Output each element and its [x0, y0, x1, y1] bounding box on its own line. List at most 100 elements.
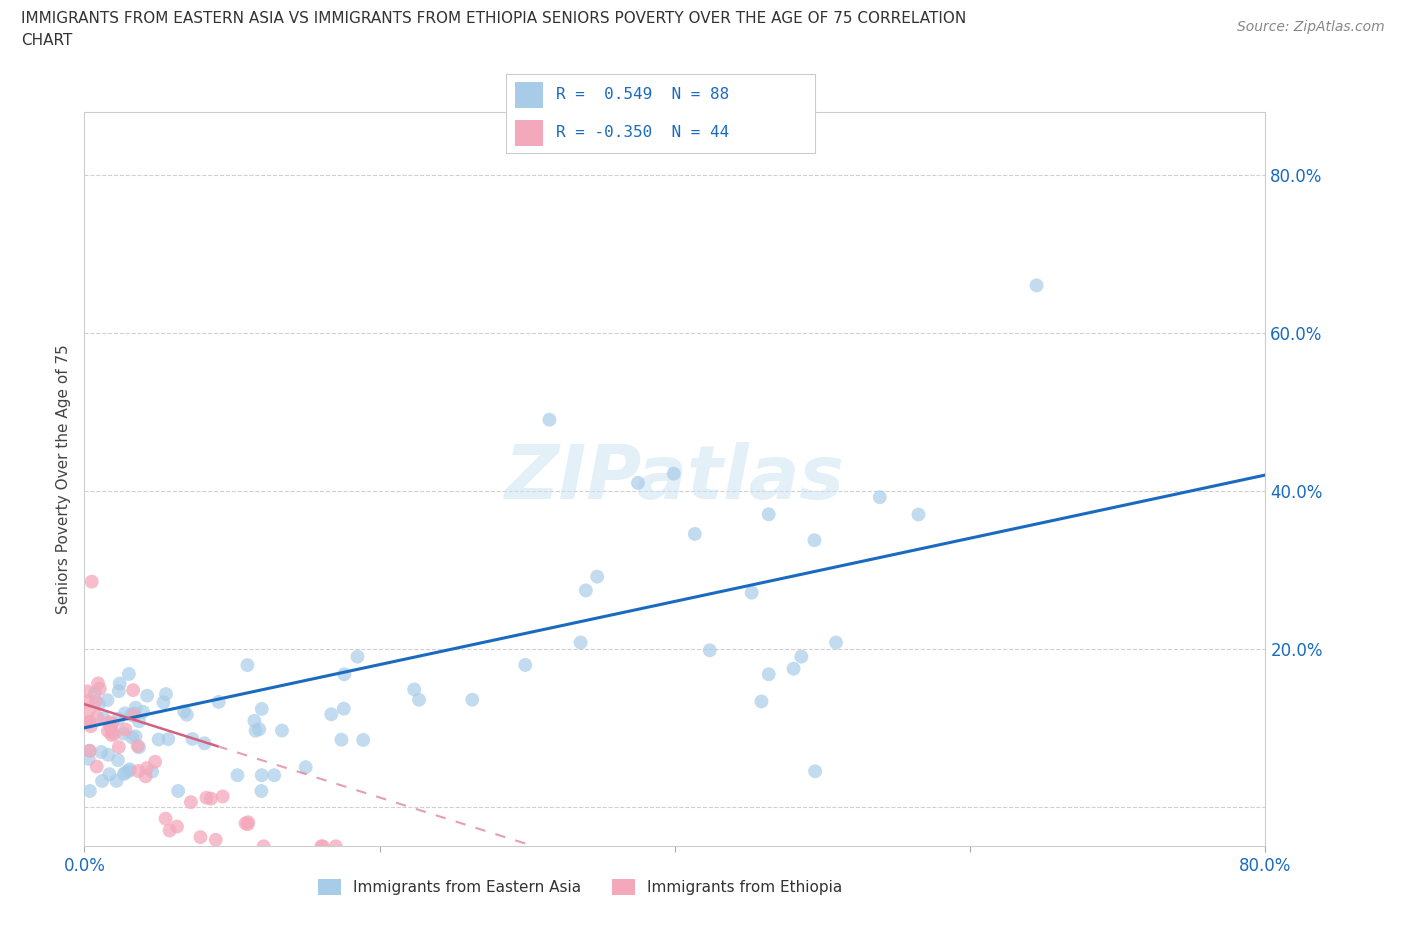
- Immigrants from Eastern Asia: [97, 748, 120, 763]
- Immigrants from Ethiopia: [311, 839, 333, 854]
- Immigrants from Ethiopia: [312, 839, 335, 854]
- Immigrants from Eastern Asia: [77, 751, 100, 766]
- Immigrants from Eastern Asia: [152, 695, 174, 710]
- Immigrants from Eastern Asia: [243, 713, 266, 728]
- Immigrants from Ethiopia: [204, 832, 226, 847]
- Legend: Immigrants from Eastern Asia, Immigrants from Ethiopia: Immigrants from Eastern Asia, Immigrants…: [312, 873, 849, 901]
- Immigrants from Eastern Asia: [247, 722, 270, 737]
- Immigrants from Eastern Asia: [662, 466, 685, 481]
- Immigrants from Eastern Asia: [294, 760, 316, 775]
- Text: R = -0.350  N = 44: R = -0.350 N = 44: [555, 126, 728, 140]
- Immigrants from Ethiopia: [77, 703, 100, 718]
- Immigrants from Eastern Asia: [125, 700, 148, 715]
- Immigrants from Eastern Asia: [193, 736, 215, 751]
- Immigrants from Ethiopia: [76, 694, 98, 709]
- Immigrants from Ethiopia: [97, 724, 120, 738]
- Immigrants from Eastern Asia: [121, 730, 143, 745]
- Immigrants from Ethiopia: [100, 720, 122, 735]
- Immigrants from Eastern Asia: [79, 743, 101, 758]
- Immigrants from Eastern Asia: [108, 676, 131, 691]
- Immigrants from Eastern Asia: [181, 732, 204, 747]
- Immigrants from Ethiopia: [190, 830, 212, 844]
- Immigrants from Eastern Asia: [120, 708, 142, 723]
- Immigrants from Eastern Asia: [250, 701, 273, 716]
- Immigrants from Eastern Asia: [741, 585, 763, 600]
- Immigrants from Ethiopia: [200, 791, 222, 806]
- Immigrants from Eastern Asia: [804, 764, 827, 778]
- Immigrants from Eastern Asia: [271, 724, 294, 738]
- Immigrants from Ethiopia: [80, 574, 103, 589]
- Immigrants from Eastern Asia: [176, 708, 198, 723]
- Text: IMMIGRANTS FROM EASTERN ASIA VS IMMIGRANTS FROM ETHIOPIA SENIORS POVERTY OVER TH: IMMIGRANTS FROM EASTERN ASIA VS IMMIGRAN…: [21, 11, 966, 26]
- Immigrants from Eastern Asia: [132, 704, 155, 719]
- Immigrants from Eastern Asia: [569, 635, 592, 650]
- Immigrants from Eastern Asia: [91, 774, 114, 789]
- Immigrants from Eastern Asia: [782, 661, 804, 676]
- Immigrants from Eastern Asia: [114, 706, 136, 721]
- Immigrants from Ethiopia: [166, 819, 188, 834]
- Immigrants from Ethiopia: [100, 727, 122, 742]
- Immigrants from Eastern Asia: [128, 739, 150, 754]
- Y-axis label: Seniors Poverty Over the Age of 75: Seniors Poverty Over the Age of 75: [56, 344, 72, 614]
- FancyBboxPatch shape: [516, 83, 543, 108]
- Immigrants from Ethiopia: [101, 716, 124, 731]
- Immigrants from Ethiopia: [235, 816, 257, 830]
- Immigrants from Eastern Asia: [155, 686, 177, 701]
- Immigrants from Eastern Asia: [803, 533, 825, 548]
- Immigrants from Eastern Asia: [515, 658, 537, 672]
- Immigrants from Eastern Asia: [346, 649, 368, 664]
- Immigrants from Ethiopia: [79, 743, 101, 758]
- Immigrants from Ethiopia: [86, 759, 108, 774]
- Immigrants from Eastern Asia: [114, 765, 136, 780]
- Immigrants from Eastern Asia: [107, 711, 129, 726]
- Immigrants from Ethiopia: [135, 761, 157, 776]
- Immigrants from Ethiopia: [252, 839, 274, 854]
- Immigrants from Ethiopia: [122, 683, 145, 698]
- Immigrants from Eastern Asia: [87, 697, 110, 711]
- Text: CHART: CHART: [21, 33, 73, 48]
- Immigrants from Eastern Asia: [263, 768, 285, 783]
- Immigrants from Eastern Asia: [96, 693, 118, 708]
- Immigrants from Eastern Asia: [148, 732, 170, 747]
- Immigrants from Eastern Asia: [683, 526, 706, 541]
- Immigrants from Eastern Asia: [107, 752, 129, 767]
- Immigrants from Ethiopia: [79, 714, 101, 729]
- Immigrants from Ethiopia: [159, 823, 181, 838]
- Immigrants from Eastern Asia: [128, 714, 150, 729]
- Immigrants from Eastern Asia: [105, 774, 128, 789]
- Immigrants from Ethiopia: [195, 790, 218, 805]
- Immigrants from Eastern Asia: [118, 667, 141, 682]
- Immigrants from Eastern Asia: [173, 704, 195, 719]
- Immigrants from Eastern Asia: [404, 682, 426, 697]
- Immigrants from Eastern Asia: [333, 667, 356, 682]
- Immigrants from Eastern Asia: [90, 745, 112, 760]
- Immigrants from Eastern Asia: [124, 729, 146, 744]
- Immigrants from Eastern Asia: [575, 583, 598, 598]
- Immigrants from Eastern Asia: [107, 684, 129, 698]
- Immigrants from Eastern Asia: [245, 724, 267, 738]
- Immigrants from Ethiopia: [97, 714, 120, 729]
- Immigrants from Eastern Asia: [112, 766, 135, 781]
- Immigrants from Ethiopia: [103, 726, 125, 741]
- Immigrants from Ethiopia: [87, 676, 110, 691]
- Immigrants from Eastern Asia: [408, 692, 430, 707]
- Immigrants from Eastern Asia: [825, 635, 848, 650]
- Immigrants from Ethiopia: [325, 839, 347, 854]
- Immigrants from Ethiopia: [84, 694, 107, 709]
- Immigrants from Eastern Asia: [461, 692, 484, 707]
- Immigrants from Eastern Asia: [333, 701, 356, 716]
- Immigrants from Eastern Asia: [538, 412, 561, 427]
- Immigrants from Eastern Asia: [250, 784, 273, 799]
- Immigrants from Eastern Asia: [330, 732, 353, 747]
- Immigrants from Ethiopia: [236, 817, 259, 831]
- Immigrants from Ethiopia: [89, 682, 111, 697]
- Immigrants from Eastern Asia: [118, 764, 141, 778]
- FancyBboxPatch shape: [516, 120, 543, 146]
- Immigrants from Ethiopia: [238, 815, 260, 830]
- Immigrants from Eastern Asia: [167, 784, 190, 799]
- Immigrants from Eastern Asia: [586, 569, 609, 584]
- Immigrants from Ethiopia: [135, 769, 157, 784]
- Immigrants from Eastern Asia: [758, 507, 780, 522]
- Immigrants from Eastern Asia: [141, 764, 163, 779]
- Immigrants from Ethiopia: [76, 684, 98, 698]
